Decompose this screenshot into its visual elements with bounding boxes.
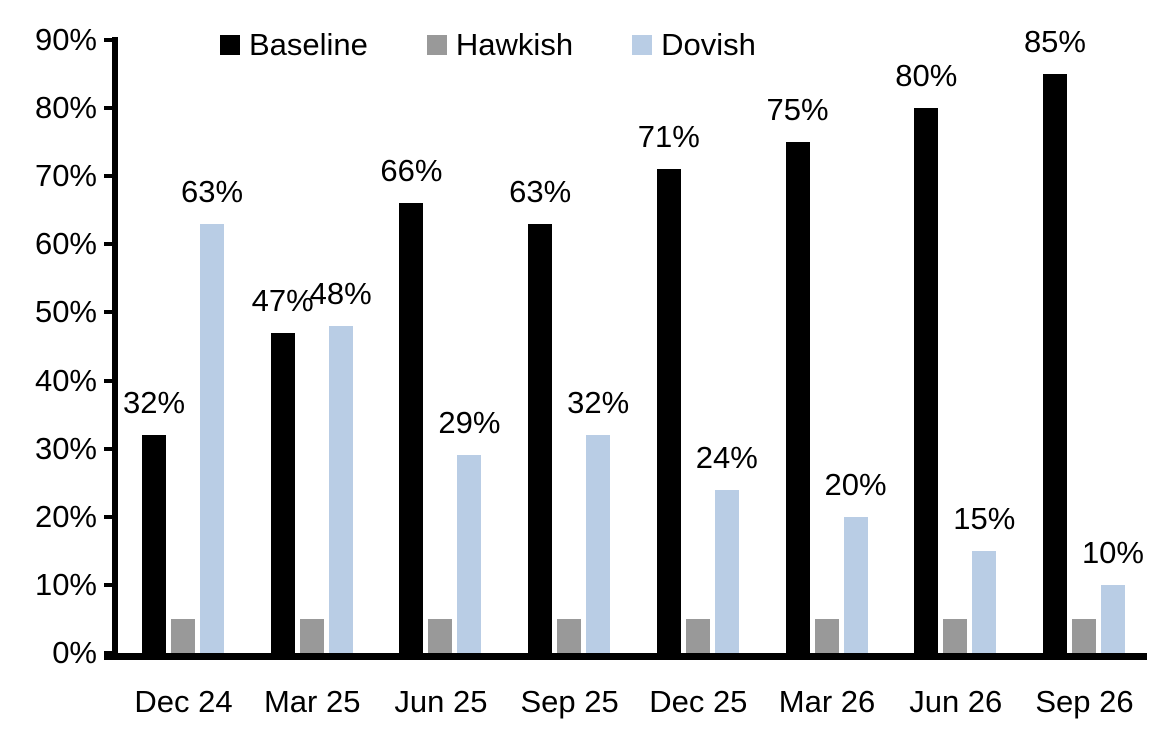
y-tick-label-80: 80% xyxy=(34,90,97,126)
bar-hawkish-0 xyxy=(171,618,195,653)
y-tick-10 xyxy=(104,582,118,587)
legend-item-hawkish: Hawkish xyxy=(426,27,574,63)
legend-item-dovish: Dovish xyxy=(632,27,756,63)
x-axis-label-4: Dec 25 xyxy=(649,684,748,719)
bar-baseline-0 xyxy=(142,435,166,653)
bar-baseline-2 xyxy=(399,203,424,653)
y-tick-60 xyxy=(104,242,118,247)
y-tick-label-0: 0% xyxy=(52,635,97,670)
legend-swatch-hawkish-icon xyxy=(426,35,447,55)
x-axis-label-6: Jun 26 xyxy=(909,684,1003,719)
bar-hawkish-7 xyxy=(1071,618,1096,653)
bar-baseline-6 xyxy=(914,108,939,653)
x-axis-label-2: Jun 25 xyxy=(394,684,488,719)
bar-dovish-1 xyxy=(328,326,353,653)
bar-hawkish-3 xyxy=(557,618,582,653)
bar-hawkish-4 xyxy=(685,618,710,653)
y-tick-80 xyxy=(104,106,118,111)
bar-baseline-3 xyxy=(528,223,553,653)
data-label-dovish-3: 32% xyxy=(567,385,630,421)
bar-dovish-5 xyxy=(843,516,868,653)
y-tick-label-20: 20% xyxy=(34,498,97,534)
y-tick-50 xyxy=(104,310,118,315)
legend-item-baseline: Baseline xyxy=(220,27,368,63)
bar-hawkish-5 xyxy=(814,618,839,653)
data-label-baseline-7: 85% xyxy=(1023,24,1086,60)
legend: Baseline Hawkish Dovish xyxy=(220,27,756,63)
x-axis-label-7: Sep 26 xyxy=(1035,684,1134,719)
data-label-baseline-2: 66% xyxy=(380,153,443,189)
legend-label-baseline: Baseline xyxy=(249,27,368,62)
bar-baseline-5 xyxy=(785,142,810,653)
bar-hawkish-6 xyxy=(943,618,968,653)
legend-swatch-baseline-icon xyxy=(220,35,240,55)
legend-label-dovish: Dovish xyxy=(661,27,756,62)
y-tick-30 xyxy=(104,446,118,451)
bar-hawkish-2 xyxy=(428,618,453,653)
data-label-dovish-1: 48% xyxy=(309,276,372,312)
y-tick-40 xyxy=(104,378,118,383)
y-tick-label-60: 60% xyxy=(34,226,97,262)
data-label-baseline-4: 71% xyxy=(637,119,700,155)
x-axis-line xyxy=(104,653,1147,660)
bar-dovish-2 xyxy=(457,455,482,653)
y-tick-20 xyxy=(104,514,118,519)
y-tick-label-10: 10% xyxy=(34,566,97,602)
bar-dovish-6 xyxy=(972,550,997,653)
legend-label-hawkish: Hawkish xyxy=(455,27,574,62)
bar-baseline-1 xyxy=(270,332,295,653)
data-label-baseline-6: 80% xyxy=(895,58,958,94)
x-axis-label-1: Mar 25 xyxy=(263,684,361,719)
y-tick-90 xyxy=(104,38,118,42)
data-label-baseline-3: 63% xyxy=(509,173,572,209)
y-tick-label-50: 50% xyxy=(34,294,97,330)
bar-hawkish-1 xyxy=(299,618,324,653)
bar-dovish-4 xyxy=(714,489,739,653)
data-label-dovish-6: 15% xyxy=(953,500,1016,536)
x-axis-label-3: Sep 25 xyxy=(520,684,619,719)
data-label-dovish-2: 29% xyxy=(438,405,501,441)
data-label-dovish-5: 20% xyxy=(824,466,887,502)
x-axis-label-5: Mar 26 xyxy=(778,684,876,719)
x-axis-label-0: Dec 24 xyxy=(134,684,233,719)
data-label-baseline-5: 75% xyxy=(766,92,829,128)
y-tick-label-70: 70% xyxy=(34,158,97,194)
legend-swatch-dovish-icon xyxy=(632,35,653,55)
data-label-dovish-0: 63% xyxy=(180,173,244,209)
bar-baseline-4 xyxy=(656,169,681,653)
bar-dovish-7 xyxy=(1100,584,1125,653)
y-axis-line xyxy=(112,37,118,660)
data-label-baseline-0: 32% xyxy=(122,385,186,421)
y-tick-label-30: 30% xyxy=(34,430,97,466)
bar-dovish-3 xyxy=(586,435,611,653)
y-tick-70 xyxy=(104,174,118,179)
y-tick-label-90: 90% xyxy=(34,22,97,57)
bar-baseline-7 xyxy=(1042,74,1067,653)
bar-dovish-0 xyxy=(200,223,224,653)
y-tick-label-40: 40% xyxy=(34,362,97,398)
data-label-dovish-4: 24% xyxy=(695,439,758,475)
data-label-dovish-7: 10% xyxy=(1081,534,1144,570)
data-label-baseline-1: 47% xyxy=(251,282,314,318)
